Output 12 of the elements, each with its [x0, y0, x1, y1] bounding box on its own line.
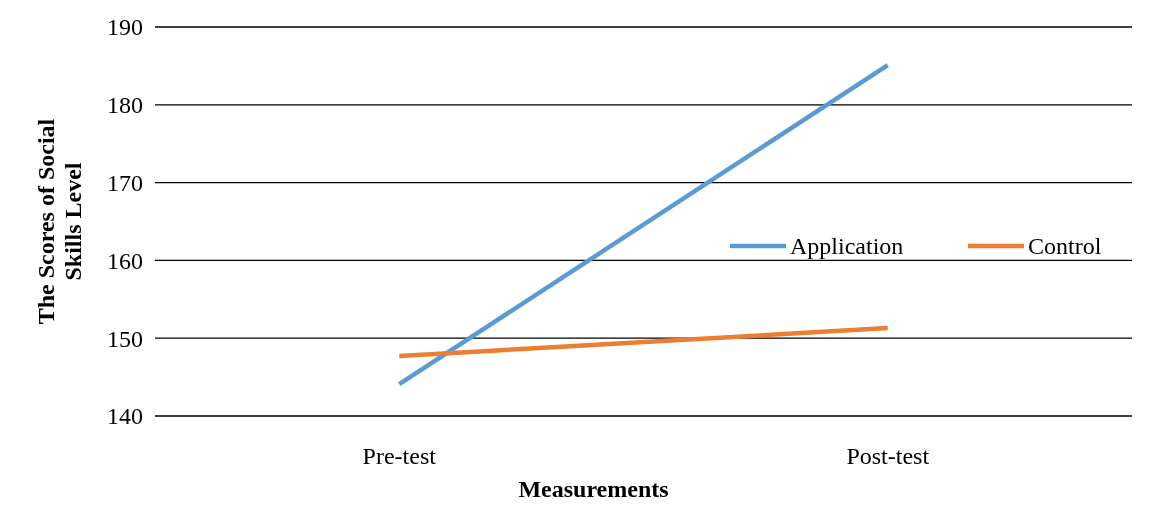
y-tick-label: 150	[107, 325, 143, 352]
x-tick-label: Post-test	[846, 443, 930, 469]
y-tick-label: 140	[107, 403, 143, 430]
x-axis-title: Measurements	[518, 476, 669, 502]
legend-label: Application	[790, 233, 904, 260]
y-tick-label: 160	[107, 247, 143, 274]
x-tick-label: Pre-test	[362, 443, 437, 469]
y-tick-label: 180	[107, 92, 143, 119]
legend-label: Control	[1028, 233, 1102, 260]
y-axis-title: The Scores of Social Skills Level	[33, 118, 86, 325]
y-tick-label: 170	[107, 170, 143, 196]
y-tick-label: 190	[107, 14, 143, 41]
